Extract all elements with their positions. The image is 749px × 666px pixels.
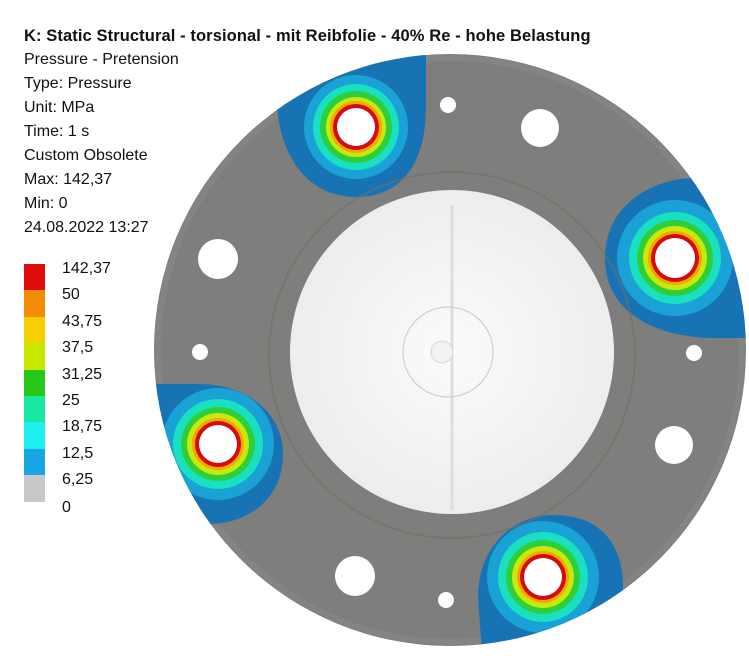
bolt-hole	[198, 239, 238, 279]
legend-band: 25	[24, 391, 111, 423]
bolt-hole	[199, 425, 237, 463]
legend-label: 43,75	[62, 312, 103, 330]
bolt-hole	[524, 558, 562, 596]
legend-label: 50	[62, 286, 80, 304]
result-max: Max: 142,37	[24, 171, 113, 188]
legend-label: 25	[62, 391, 80, 409]
bore-recess	[268, 171, 636, 539]
hub-outline	[402, 306, 494, 398]
contour-legend[interactable]: 142,37 50 43,75 37,5 31,25 25 18,75 12,5…	[24, 260, 111, 528]
pin-hole	[686, 345, 702, 361]
bolt-hole	[337, 108, 375, 146]
legend-swatch	[24, 290, 45, 317]
bolt-hole	[521, 109, 559, 147]
legend-label: 31,25	[62, 365, 103, 383]
legend-swatch	[24, 422, 45, 449]
result-unit: Unit: MPa	[24, 99, 95, 116]
legend-label: 0	[62, 498, 71, 516]
bolt-hole	[335, 556, 375, 596]
legend-band: 6,25	[24, 471, 111, 502]
legend-label: 142,37	[62, 260, 111, 277]
bolt-hole	[655, 426, 693, 464]
legend-label: 6,25	[62, 471, 94, 489]
pin-hole	[438, 592, 454, 608]
result-name: Pressure - Pretension	[24, 51, 179, 68]
legend-band: 142,37	[24, 260, 111, 291]
legend-band: 12,5	[24, 444, 111, 476]
legend-swatch	[24, 264, 45, 291]
result-title: K: Static Structural - torsional - mit R…	[24, 27, 591, 45]
result-info: K: Static Structural - torsional - mit R…	[24, 24, 591, 240]
result-type: Type: Pressure	[24, 75, 132, 92]
legend-label: 12,5	[62, 444, 94, 462]
legend-band: 50	[24, 286, 111, 317]
result-scale: Custom Obsolete	[24, 147, 148, 164]
legend-band: 31,25	[24, 365, 111, 396]
legend-band: 0	[24, 498, 111, 528]
hub-center	[430, 340, 454, 364]
legend-swatch	[24, 369, 45, 396]
legend-swatch	[24, 448, 45, 476]
pin-hole	[440, 97, 456, 113]
legend-swatch	[24, 475, 45, 502]
result-min: Min: 0	[24, 195, 68, 212]
legend-band: 43,75	[24, 312, 111, 344]
legend-label: 37,5	[62, 339, 94, 357]
legend-band: 18,75	[24, 418, 111, 449]
result-time: Time: 1 s	[24, 123, 90, 140]
bolt-hole	[655, 238, 695, 278]
legend-swatch	[24, 343, 45, 370]
legend-swatch	[24, 395, 45, 423]
legend-band: 37,5	[24, 339, 111, 370]
legend-label: 18,75	[62, 418, 103, 436]
flange-rim-shade	[155, 55, 745, 645]
legend-swatch	[24, 316, 45, 344]
pin-hole	[192, 344, 208, 360]
result-timestamp: 24.08.2022 13:27	[24, 219, 149, 236]
